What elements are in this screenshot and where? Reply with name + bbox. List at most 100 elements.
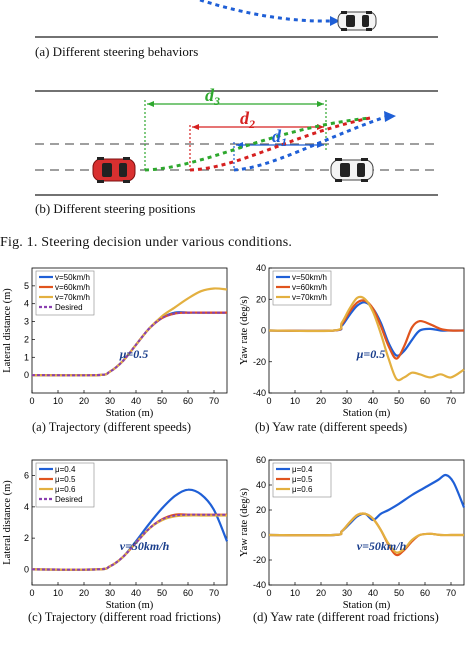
y-axis-label: Yaw rate (deg/s) bbox=[239, 296, 250, 365]
x-tick-label: 60 bbox=[420, 588, 430, 598]
legend-label: μ=0.5 bbox=[55, 475, 76, 484]
steering-scene-figure: d3 d2 d1 bbox=[35, 0, 438, 196]
series-line bbox=[268, 512, 464, 554]
y-axis-label: Yaw rate (deg/s) bbox=[239, 488, 250, 557]
x-tick-label: 40 bbox=[131, 588, 141, 598]
x-tick-label: 30 bbox=[342, 588, 352, 598]
x-tick-label: 10 bbox=[53, 396, 63, 406]
y-axis-label: Lateral distance (m) bbox=[2, 480, 13, 565]
subplot-caption-d: (d) Yaw rate (different road frictions) bbox=[253, 610, 439, 624]
x-tick-label: 40 bbox=[368, 588, 378, 598]
d3-arrow bbox=[147, 101, 324, 107]
legend-label: μ=0.4 bbox=[55, 465, 76, 474]
d3-label: d3 bbox=[205, 85, 220, 108]
x-axis-label: Station (m) bbox=[106, 600, 154, 611]
x-tick-label: 70 bbox=[446, 588, 456, 598]
legend-label: v=70km/h bbox=[55, 293, 90, 302]
x-tick-label: 70 bbox=[209, 588, 219, 598]
legend-label: Desired bbox=[55, 303, 83, 312]
y-tick-label: 40 bbox=[256, 480, 266, 490]
legend-label: μ=0.4 bbox=[292, 465, 313, 474]
series-line bbox=[268, 295, 465, 382]
x-tick-label: 0 bbox=[29, 588, 34, 598]
plot-annotation: v=50km/h bbox=[120, 539, 170, 553]
x-axis-label: Station (m) bbox=[343, 600, 391, 611]
y-tick-label: 4 bbox=[24, 299, 29, 309]
legend-label: v=50km/h bbox=[55, 273, 90, 282]
car-icon bbox=[337, 11, 377, 31]
legend-label: Desired bbox=[55, 495, 83, 504]
y-tick-label: 2 bbox=[24, 334, 29, 344]
x-tick-label: 30 bbox=[342, 396, 352, 406]
y-tick-label: 2 bbox=[24, 533, 29, 543]
subplot-caption-a: (a) Trajectory (different speeds) bbox=[32, 420, 192, 434]
trajectory-arrowhead bbox=[384, 111, 396, 122]
legend: v=50km/hv=60km/hv=70km/h bbox=[272, 270, 332, 306]
y-tick-label: 1 bbox=[24, 352, 29, 362]
x-tick-label: 70 bbox=[209, 396, 219, 406]
plot-annotation: μ=0.5 bbox=[119, 347, 149, 361]
obstacle-car-icon bbox=[330, 158, 374, 182]
plot-annotation: v=50km/h bbox=[357, 539, 407, 553]
subplot-yawrate-speeds: 0 10 20 30 40 50 60 70 -40 -20 0 20 40 Station (m) Yaw… bbox=[239, 263, 465, 419]
y-tick-label: 60 bbox=[256, 455, 266, 465]
x-tick-label: 50 bbox=[394, 588, 404, 598]
x-tick-label: 50 bbox=[157, 396, 167, 406]
plot-annotation: μ=0.5 bbox=[356, 347, 386, 361]
y-tick-label: 20 bbox=[256, 294, 266, 304]
y-tick-label: 0 bbox=[24, 564, 29, 574]
series-line bbox=[268, 301, 464, 357]
subplot-caption-c: (c) Trajectory (different road frictions… bbox=[28, 610, 221, 624]
d1-label: d1 bbox=[272, 126, 287, 149]
subplot-caption-b: (b) Yaw rate (different speeds) bbox=[255, 420, 408, 434]
legend-label: μ=0.6 bbox=[55, 485, 76, 494]
subplot-trajectory-speeds: 0 10 20 30 40 50 60 70 0 1 2 3 4 5 Station (m) Lateral … bbox=[2, 267, 228, 419]
legend: μ=0.4μ=0.5μ=0.6 bbox=[272, 462, 332, 498]
y-tick-label: 0 bbox=[261, 326, 266, 336]
ego-car-icon bbox=[92, 157, 136, 183]
caption-steering-positions: (b) Different steering positions bbox=[35, 201, 196, 216]
x-tick-label: 0 bbox=[266, 396, 271, 406]
y-tick-label: -20 bbox=[253, 555, 266, 565]
x-tick-label: 30 bbox=[105, 396, 115, 406]
trajectory-d2 bbox=[189, 116, 371, 172]
y-tick-label: 0 bbox=[24, 370, 29, 380]
x-tick-label: 40 bbox=[368, 396, 378, 406]
caption-steering-behaviors: (a) Different steering behaviors bbox=[35, 44, 199, 59]
x-tick-label: 20 bbox=[316, 396, 326, 406]
x-tick-label: 50 bbox=[394, 396, 404, 406]
legend-label: v=60km/h bbox=[292, 283, 327, 292]
y-tick-label: -20 bbox=[253, 357, 266, 367]
x-tick-label: 60 bbox=[183, 396, 193, 406]
d2-arrow bbox=[192, 124, 324, 130]
y-tick-label: 40 bbox=[256, 263, 266, 273]
legend-label: v=70km/h bbox=[292, 293, 327, 302]
x-tick-label: 40 bbox=[131, 396, 141, 406]
subplot-yawrate-frictions: 0 10 20 30 40 50 60 70 -40 -20 0 20 40 60 Station (m) Y… bbox=[239, 455, 466, 611]
x-tick-label: 10 bbox=[290, 396, 300, 406]
steering-path-a bbox=[199, 0, 331, 23]
x-tick-label: 60 bbox=[420, 396, 430, 406]
y-tick-label: 0 bbox=[261, 530, 266, 540]
y-tick-label: 6 bbox=[24, 471, 29, 481]
d2-label: d2 bbox=[240, 108, 255, 131]
legend-label: v=60km/h bbox=[55, 283, 90, 292]
legend-label: μ=0.5 bbox=[292, 475, 313, 484]
x-tick-label: 20 bbox=[79, 588, 89, 598]
x-tick-label: 70 bbox=[446, 396, 456, 406]
trajectory-d1 bbox=[233, 115, 386, 172]
legend-label: v=50km/h bbox=[292, 273, 327, 282]
x-tick-label: 20 bbox=[316, 588, 326, 598]
y-tick-label: -40 bbox=[253, 580, 266, 590]
legend-label: μ=0.6 bbox=[292, 485, 313, 494]
x-tick-label: 10 bbox=[53, 588, 63, 598]
x-tick-label: 0 bbox=[266, 588, 271, 598]
y-tick-label: 5 bbox=[24, 281, 29, 291]
x-tick-label: 30 bbox=[105, 588, 115, 598]
y-axis-label: Lateral distance (m) bbox=[2, 288, 13, 373]
steering-arrow-a bbox=[330, 16, 340, 26]
x-tick-label: 10 bbox=[290, 588, 300, 598]
x-tick-label: 50 bbox=[157, 588, 167, 598]
y-tick-label: -40 bbox=[253, 388, 266, 398]
